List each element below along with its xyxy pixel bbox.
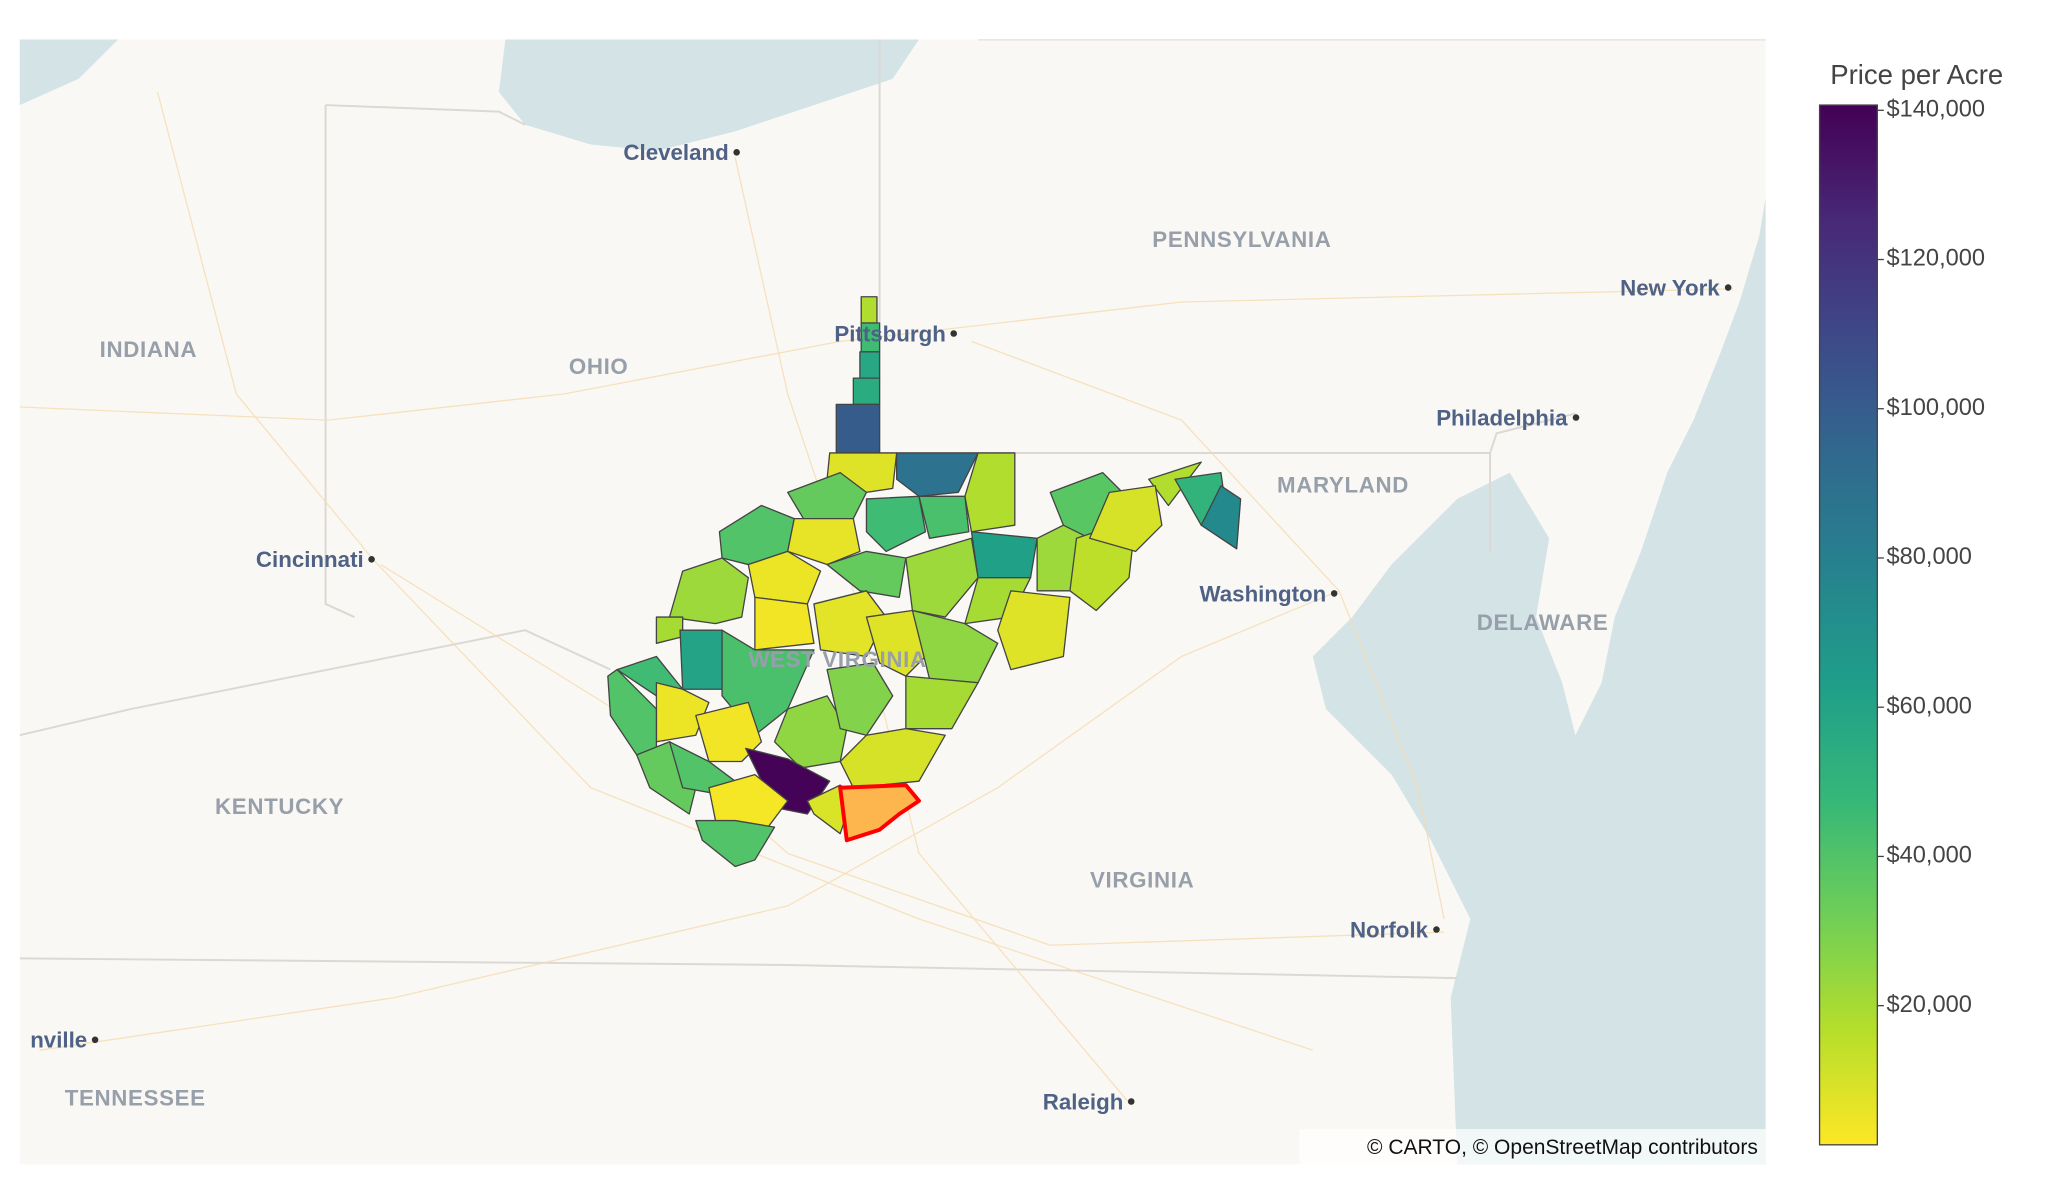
county [835,403,881,454]
city-label: Cincinnati [256,547,364,572]
city-label: Norfolk [1350,917,1429,942]
county [918,495,970,539]
place-labels: Cleveland PENNSYLVANIA New York Pittsburgh I… [30,140,1732,1114]
atlantic [1312,196,1766,1165]
city-dot [1433,926,1440,933]
city-label: New York [1620,275,1720,300]
county [852,377,881,406]
county [911,609,999,690]
state-label: WEST VIRGINIA [748,647,926,672]
colorbar-tick-label: $120,000 [1887,246,1986,272]
attribution-bg [1299,1129,1766,1165]
city-dot [368,556,375,563]
colorbar-tick-label: $80,000 [1887,544,1972,570]
colorbar: Price per Acre $20,000 $40,000 $60,000 $80,… [1818,59,2003,1146]
county [865,495,927,553]
county [695,819,776,868]
roads [19,91,1733,1104]
county [859,351,881,379]
state-label: INDIANA [100,337,198,362]
lake-michigan [19,39,119,106]
lake-erie [498,39,919,152]
city-dot [733,149,740,156]
county [754,596,815,651]
colorbar-tick-label: $20,000 [1887,992,1972,1018]
attribution: © CARTO, © OpenStreetMap contributors [1367,1136,1758,1159]
city-label: Pittsburgh [834,321,945,346]
county [826,550,907,599]
city-label: Cleveland [623,140,728,165]
county [860,296,878,324]
city-dot [1572,414,1580,421]
city-dot [950,330,957,337]
city-dot [1724,284,1732,291]
state-label: KENTUCKY [215,794,344,819]
city-dot [1330,590,1338,597]
county [1088,485,1163,553]
county [839,728,946,789]
counties [607,296,1242,868]
county [865,609,933,677]
county [838,783,921,843]
county [747,550,822,605]
county [905,537,979,618]
basemap: Cleveland PENNSYLVANIA New York Pittsburgh I… [19,39,1766,1165]
county [1200,485,1242,550]
county [970,531,1038,579]
county [905,675,979,730]
state-label: PENNSYLVANIA [1152,227,1331,252]
county [964,452,1016,533]
city-dot [1127,1098,1135,1105]
county [826,662,894,736]
state-label: VIRGINIA [1090,868,1194,893]
colorbar-title: Price per Acre [1830,59,2003,90]
county [679,629,726,690]
city-dot [91,1036,99,1044]
state-label: DELAWARE [1477,610,1609,635]
county [787,517,861,566]
colorbar-tick-label: $140,000 [1887,97,1986,123]
city-label: Raleigh [1043,1089,1124,1114]
colorbar-tick-label: $60,000 [1887,693,1972,719]
state-label: MARYLAND [1277,472,1409,497]
city-label: Philadelphia [1436,405,1568,430]
county [896,452,979,497]
city-label: Washington [1200,581,1327,606]
city-label: nville [30,1028,87,1053]
colorbar-bar [1818,104,1878,1146]
colorbar-tick-label: $100,000 [1887,395,1986,421]
county [997,590,1071,671]
county [708,773,789,828]
colorbar-tick-label: $40,000 [1887,843,1972,869]
state-label: OHIO [569,354,629,379]
state-label: TENNESSEE [65,1085,206,1110]
